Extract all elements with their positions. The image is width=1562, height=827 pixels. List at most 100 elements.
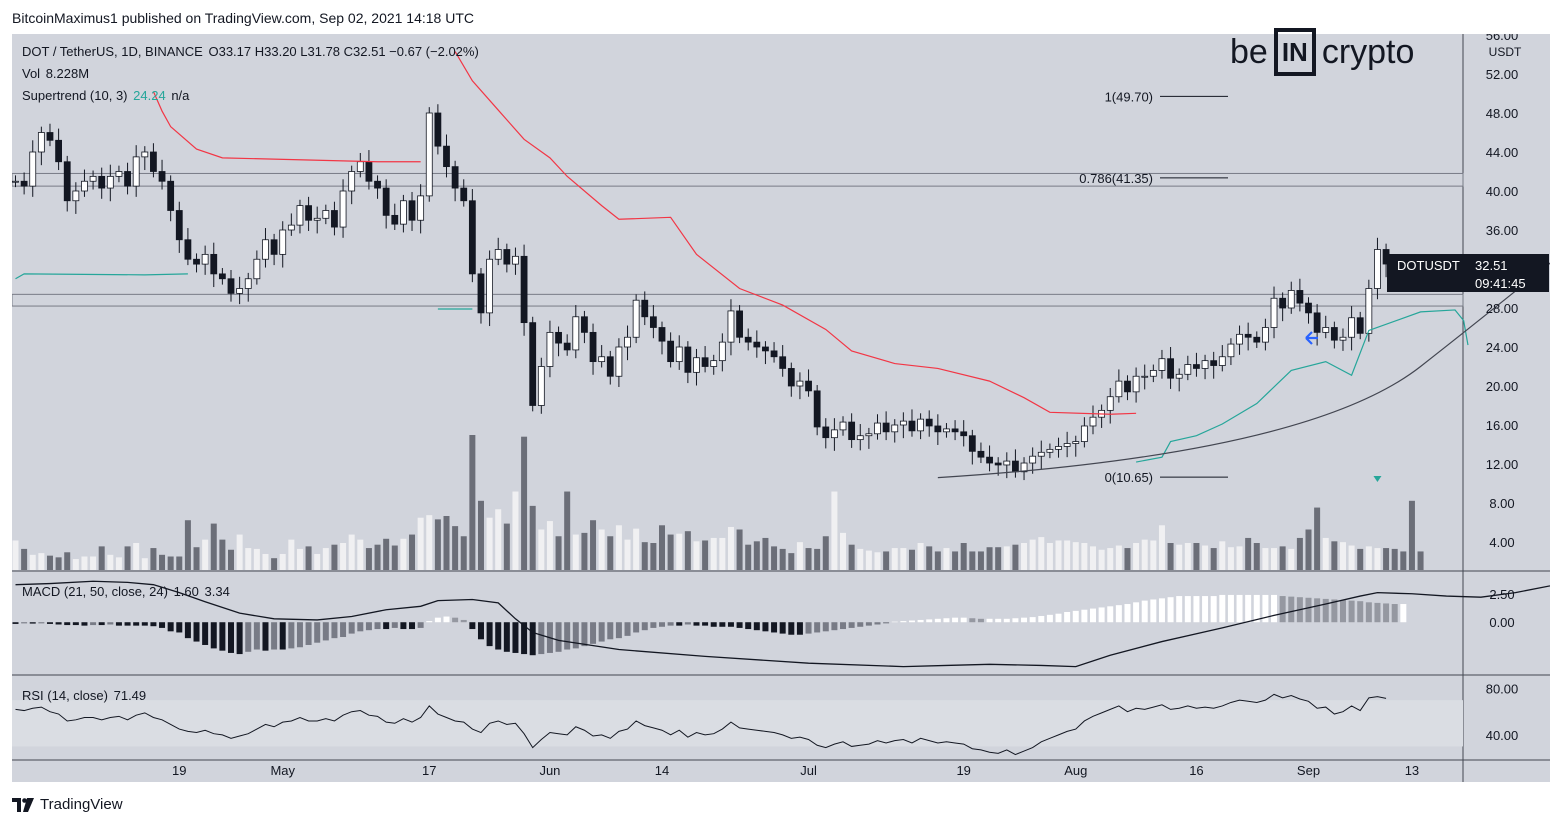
candle-body (1158, 358, 1166, 371)
candle-body (1046, 448, 1054, 453)
volume-bar (693, 541, 700, 570)
macd-histogram-bar (676, 622, 683, 626)
fib-level-label: 1(49.70) (1105, 89, 1153, 104)
volume-bar (469, 435, 476, 570)
price-axis-label: 48.00 (1486, 106, 1519, 121)
candle-body (1124, 380, 1131, 393)
macd-histogram-bar (98, 622, 105, 626)
volume-bar (874, 552, 881, 570)
volume-bar (1271, 548, 1278, 570)
candle-body (753, 341, 761, 348)
macd-histogram-bar (64, 622, 71, 626)
candle-body (537, 366, 545, 406)
volume-bar (762, 537, 769, 570)
macd-histogram-bar (1331, 599, 1338, 623)
macd-histogram-bar (409, 622, 416, 630)
volume-bar (460, 536, 467, 570)
volume-bar (1021, 543, 1028, 570)
candle-body (89, 175, 97, 182)
candle-body (1193, 364, 1200, 369)
macd-histogram-bar (21, 622, 28, 624)
candle-body (968, 435, 976, 452)
candle-body (20, 180, 28, 187)
volume-bar (1193, 543, 1200, 570)
macd-histogram-bar (434, 617, 441, 623)
macd-histogram-bar (1193, 596, 1200, 623)
candle-body (624, 336, 631, 348)
macd-axis-label: 0.00 (1489, 615, 1514, 630)
volume-bar (167, 556, 174, 570)
candle-body (917, 418, 924, 432)
volume-bar (1383, 548, 1390, 570)
candle-body (184, 239, 192, 260)
candle-body (443, 145, 450, 168)
volume-bar (29, 554, 36, 570)
volume-bar (1081, 543, 1088, 570)
macd-histogram-bar (1253, 594, 1260, 623)
macd-histogram-bar (917, 619, 924, 623)
macd-histogram-bar (365, 622, 372, 631)
volume-bar (753, 541, 760, 570)
macd-histogram-bar (848, 622, 855, 628)
volume-bar (1305, 529, 1312, 570)
candle-body (494, 249, 502, 260)
candle-body (124, 171, 131, 187)
macd-histogram-bar (1400, 604, 1407, 623)
candle-body (693, 357, 700, 373)
macd-histogram-bar (417, 622, 424, 628)
candle-body (529, 322, 537, 406)
macd-histogram-bar (314, 622, 321, 643)
macd-histogram-bar (107, 622, 114, 625)
volume-bar (1357, 548, 1364, 570)
tradingview-footer[interactable]: TradingView (12, 796, 123, 813)
macd-histogram-bar (753, 622, 760, 631)
macd-histogram-bar (900, 621, 907, 623)
candle-body (598, 356, 606, 363)
time-axis-label: Jun (539, 763, 560, 778)
macd-histogram-bar (960, 617, 967, 623)
candle-body (305, 205, 312, 221)
volume-bar (348, 534, 355, 570)
candle-body (1055, 446, 1062, 450)
legend-macd-v2: 3.34 (204, 584, 230, 599)
supertrend-upper-line (152, 91, 421, 163)
volume-bar (952, 551, 959, 570)
volume-bar (176, 556, 183, 570)
time-axis-label: 19 (956, 763, 970, 778)
macd-histogram-bar (1107, 606, 1114, 623)
macd-histogram-bar (943, 618, 950, 623)
macd-histogram-bar (874, 622, 881, 625)
candle-body (1262, 327, 1269, 343)
volume-bar (590, 520, 597, 570)
volume-bar (1029, 539, 1036, 570)
volume-bar (495, 509, 502, 570)
macd-histogram-bar (1064, 611, 1071, 623)
volume-bar (1236, 546, 1243, 570)
volume-bar (1038, 537, 1045, 570)
beincrypto-logo: be IN crypto (1230, 28, 1414, 76)
candle-body (1201, 360, 1209, 369)
candle-body (813, 390, 821, 428)
volume-bar (995, 547, 1002, 570)
candle-body (1115, 380, 1123, 398)
candle-body (512, 255, 519, 265)
volume-bar (555, 536, 562, 570)
volume-bar (1365, 546, 1372, 570)
candle-body (882, 422, 890, 433)
candle-body (29, 151, 37, 187)
candle-body (1313, 312, 1321, 333)
candle-body (434, 112, 442, 147)
macd-histogram-bar (72, 622, 79, 626)
chart-canvas[interactable]: 1(49.70) 0.786(41.35) 0(10.65) 56.00 52.00 48… (12, 34, 1550, 782)
volume-bar (1210, 548, 1217, 570)
candle-body (141, 151, 149, 158)
macd-histogram-bar (1288, 596, 1295, 623)
price-axis-label: 16.00 (1486, 418, 1519, 433)
volume-bar (641, 542, 648, 570)
price-tag-countdown: 09:41:45 (1475, 276, 1526, 291)
candle-body (1279, 297, 1287, 309)
candle-body (589, 331, 597, 363)
time-axis-label: Jul (800, 763, 817, 778)
volume-bar (1064, 540, 1071, 570)
macd-histogram-bar (521, 622, 528, 655)
